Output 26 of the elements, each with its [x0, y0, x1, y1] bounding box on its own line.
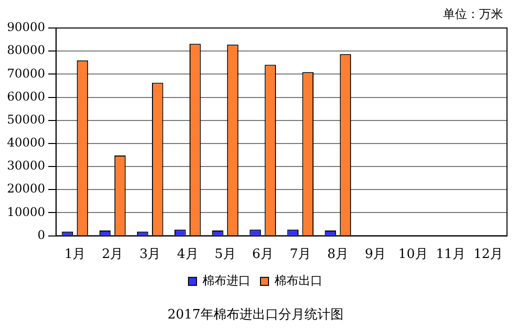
x-tick-label: 5月: [214, 246, 236, 262]
legend-label: 棉布出口: [274, 274, 322, 288]
x-tick-label: 1月: [64, 246, 86, 262]
y-tick-label: 70000: [6, 66, 46, 80]
text: 2017年棉布进出口分月统计图: [167, 308, 344, 323]
y-tick-label: 10000: [6, 204, 46, 219]
y-tick-label: 30000: [6, 158, 46, 173]
x-tick-label: 6月: [252, 246, 274, 262]
x-tick-label: 11月: [436, 246, 466, 262]
y-tick-label: 40000: [6, 136, 46, 150]
x-tick-label: 7月: [290, 246, 312, 262]
x-tick-label: 12月: [473, 246, 503, 262]
text: 单位：万米: [443, 6, 503, 23]
y-tick-label: 20000: [6, 182, 46, 196]
legend-label: 棉布进口: [202, 274, 250, 288]
x-tick-label: 9月: [364, 246, 386, 262]
x-tick-label: 3月: [139, 246, 161, 262]
y-tick-label: 50000: [6, 112, 46, 126]
y-tick-label: 0: [38, 228, 46, 242]
y-tick-label: 60000: [6, 89, 46, 104]
y-tick-label: 80000: [6, 43, 46, 58]
x-tick-label: 2月: [102, 246, 124, 262]
y-tick-label: 90000: [6, 20, 46, 34]
x-tick-label: 10月: [398, 246, 428, 262]
x-tick-label: 8月: [327, 246, 349, 262]
x-tick-label: 4月: [177, 246, 198, 262]
